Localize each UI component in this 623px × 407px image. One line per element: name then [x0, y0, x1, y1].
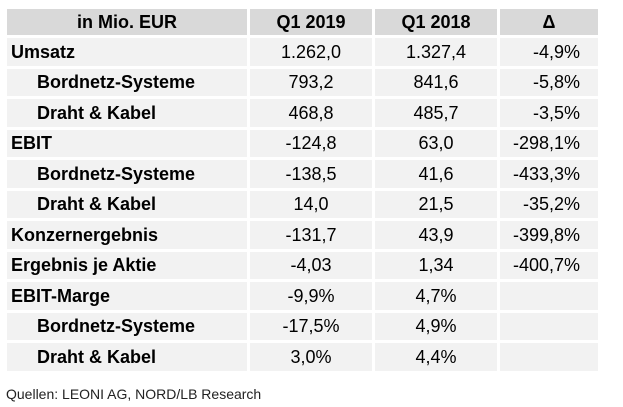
cell-delta: -433,3% [500, 160, 598, 188]
row-label: Draht & Kabel [7, 190, 247, 218]
cell-q1-2019: -124,8 [250, 129, 372, 157]
header-q1-2018: Q1 2018 [375, 9, 497, 35]
table-row: Draht & Kabel 3,0% 4,4% [7, 343, 598, 371]
cell-q1-2019: -9,9% [250, 282, 372, 310]
table-row: Bordnetz-Systeme -138,5 41,6 -433,3% [7, 160, 598, 188]
table-row: Konzernergebnis -131,7 43,9 -399,8% [7, 221, 598, 249]
table-row: Bordnetz-Systeme 793,2 841,6 -5,8% [7, 68, 598, 96]
row-label: Ergebnis je Aktie [7, 251, 247, 279]
cell-q1-2019: -138,5 [250, 160, 372, 188]
cell-delta: -35,2% [500, 190, 598, 218]
cell-q1-2019: -4,03 [250, 251, 372, 279]
header-unit: in Mio. EUR [7, 9, 247, 35]
cell-q1-2019: 3,0% [250, 343, 372, 371]
financial-table: in Mio. EUR Q1 2019 Q1 2018 Δ Umsatz 1.2… [4, 6, 601, 374]
header-q1-2019: Q1 2019 [250, 9, 372, 35]
cell-q1-2018: 4,4% [375, 343, 497, 371]
table-row: Bordnetz-Systeme -17,5% 4,9% [7, 312, 598, 340]
cell-delta: -400,7% [500, 251, 598, 279]
row-label: Umsatz [7, 38, 247, 66]
source-note: Quellen: LEONI AG, NORD/LB Research [6, 386, 262, 402]
table-row: Ergebnis je Aktie -4,03 1,34 -400,7% [7, 251, 598, 279]
cell-q1-2018: 4,7% [375, 282, 497, 310]
row-label: EBIT [7, 129, 247, 157]
cell-q1-2018: 63,0 [375, 129, 497, 157]
cell-q1-2018: 1.327,4 [375, 38, 497, 66]
cell-q1-2019: 793,2 [250, 68, 372, 96]
cell-q1-2018: 41,6 [375, 160, 497, 188]
cell-q1-2018: 43,9 [375, 221, 497, 249]
cell-q1-2018: 1,34 [375, 251, 497, 279]
row-label: Bordnetz-Systeme [7, 160, 247, 188]
table-row: Draht & Kabel 468,8 485,7 -3,5% [7, 99, 598, 127]
cell-delta: -4,9% [500, 38, 598, 66]
header-row: in Mio. EUR Q1 2019 Q1 2018 Δ [7, 9, 598, 35]
row-label: Draht & Kabel [7, 99, 247, 127]
cell-delta [500, 343, 598, 371]
cell-q1-2019: -17,5% [250, 312, 372, 340]
cell-q1-2019: 1.262,0 [250, 38, 372, 66]
cell-delta [500, 312, 598, 340]
table-row: Umsatz 1.262,0 1.327,4 -4,9% [7, 38, 598, 66]
table-row: Draht & Kabel 14,0 21,5 -35,2% [7, 190, 598, 218]
financial-table-container: in Mio. EUR Q1 2019 Q1 2018 Δ Umsatz 1.2… [4, 6, 598, 374]
cell-delta: -298,1% [500, 129, 598, 157]
cell-delta: -3,5% [500, 99, 598, 127]
row-label: Konzernergebnis [7, 221, 247, 249]
table-row: EBIT-Marge -9,9% 4,7% [7, 282, 598, 310]
row-label: Bordnetz-Systeme [7, 68, 247, 96]
cell-q1-2019: 468,8 [250, 99, 372, 127]
cell-q1-2019: 14,0 [250, 190, 372, 218]
table-row: EBIT -124,8 63,0 -298,1% [7, 129, 598, 157]
cell-q1-2019: -131,7 [250, 221, 372, 249]
cell-q1-2018: 841,6 [375, 68, 497, 96]
cell-delta: -5,8% [500, 68, 598, 96]
row-label: EBIT-Marge [7, 282, 247, 310]
cell-q1-2018: 4,9% [375, 312, 497, 340]
header-delta: Δ [500, 9, 598, 35]
cell-delta [500, 282, 598, 310]
cell-q1-2018: 485,7 [375, 99, 497, 127]
row-label: Draht & Kabel [7, 343, 247, 371]
row-label: Bordnetz-Systeme [7, 312, 247, 340]
cell-delta: -399,8% [500, 221, 598, 249]
cell-q1-2018: 21,5 [375, 190, 497, 218]
